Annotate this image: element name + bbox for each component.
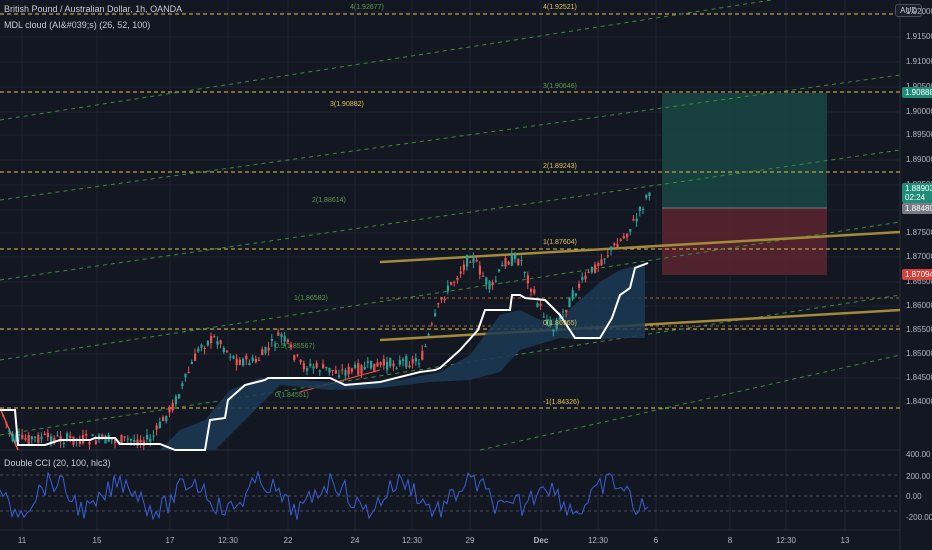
level-label: 3(1.90646) [543, 83, 577, 90]
price-tick: 1.90500 [906, 82, 932, 91]
level-label: 0(1.86965) [543, 320, 577, 327]
time-tick: 8 [727, 536, 733, 545]
time-tick: 15 [92, 536, 102, 545]
cci-line [0, 470, 649, 521]
level-label: 4(1.92677) [350, 4, 384, 11]
cci-tick: 0.00 [906, 492, 922, 501]
mdl-line [0, 262, 649, 451]
fib-levels [0, 13, 900, 409]
level-label: 4(1.92521) [543, 4, 577, 11]
level-label: 2(1.89243) [543, 163, 577, 170]
price-tick: 1.91000 [906, 57, 932, 66]
time-tick: 22 [283, 536, 293, 545]
level-label: 1(1.87604) [543, 239, 577, 246]
time-tick: 6 [653, 536, 659, 545]
chart-title[interactable]: British Pound / Australian Dollar, 1h, O… [4, 4, 183, 14]
price-tick: 1.85500 [906, 325, 932, 334]
price-label: 1.90888 [902, 87, 932, 98]
target-zone[interactable] [662, 93, 827, 208]
candles [2, 191, 651, 450]
level-label: 2(1.88614) [312, 197, 346, 204]
currency-badge[interactable]: AUD [895, 4, 922, 17]
time-tick: 12:30 [401, 536, 423, 545]
level-label: 0(1.84551) [275, 392, 309, 399]
level-label: 1(1.86582) [294, 295, 328, 302]
time-tick: 12:30 [587, 536, 609, 545]
price-label: 1.88903 02:24 [902, 183, 932, 203]
price-tick: 1.92000 [906, 7, 932, 16]
time-tick: Dec [533, 536, 549, 545]
price-tick: 1.91500 [906, 32, 932, 41]
time-tick: 12:30 [217, 536, 239, 545]
price-tick: 1.86000 [906, 301, 932, 310]
price-tick: 1.87500 [906, 228, 932, 237]
price-tick: 1.85000 [906, 349, 932, 358]
level-label: 3(1.90882) [330, 101, 364, 108]
price-tick: 1.89500 [906, 130, 932, 139]
cci-tick: 200.00 [906, 472, 931, 481]
price-tick: 1.84000 [906, 397, 932, 406]
price-tick: 1.87000 [906, 252, 932, 261]
price-tick: 1.89000 [906, 155, 932, 164]
price-tick: 1.84500 [906, 373, 932, 382]
cci-tick: -200.00 [906, 513, 932, 522]
cci-tick: 400.00 [906, 450, 931, 459]
small-red-line [299, 369, 381, 393]
time-tick: 13 [840, 536, 850, 545]
grid [0, 0, 900, 530]
time-tick: 17 [165, 536, 175, 545]
time-tick: 12:30 [775, 536, 797, 545]
price-label: 1.88480 [902, 203, 932, 214]
price-label: 1.87094 [902, 269, 932, 280]
price-tick: 1.86500 [906, 277, 932, 286]
time-tick: 24 [350, 536, 360, 545]
time-tick: 11 [17, 536, 27, 545]
indicator-legend[interactable]: MDL cloud (AI&#039;s) (26, 52, 100) [4, 20, 151, 30]
price-tick: 1.90000 [906, 107, 932, 116]
subpane-legend[interactable]: Double CCI (20, 100, hlc3) [4, 458, 111, 468]
level-label: 0.5(1.85567) [275, 343, 315, 350]
cci-levels [0, 474, 900, 512]
level-label: -1(1.84326) [543, 399, 580, 406]
time-tick: 29 [465, 536, 475, 545]
